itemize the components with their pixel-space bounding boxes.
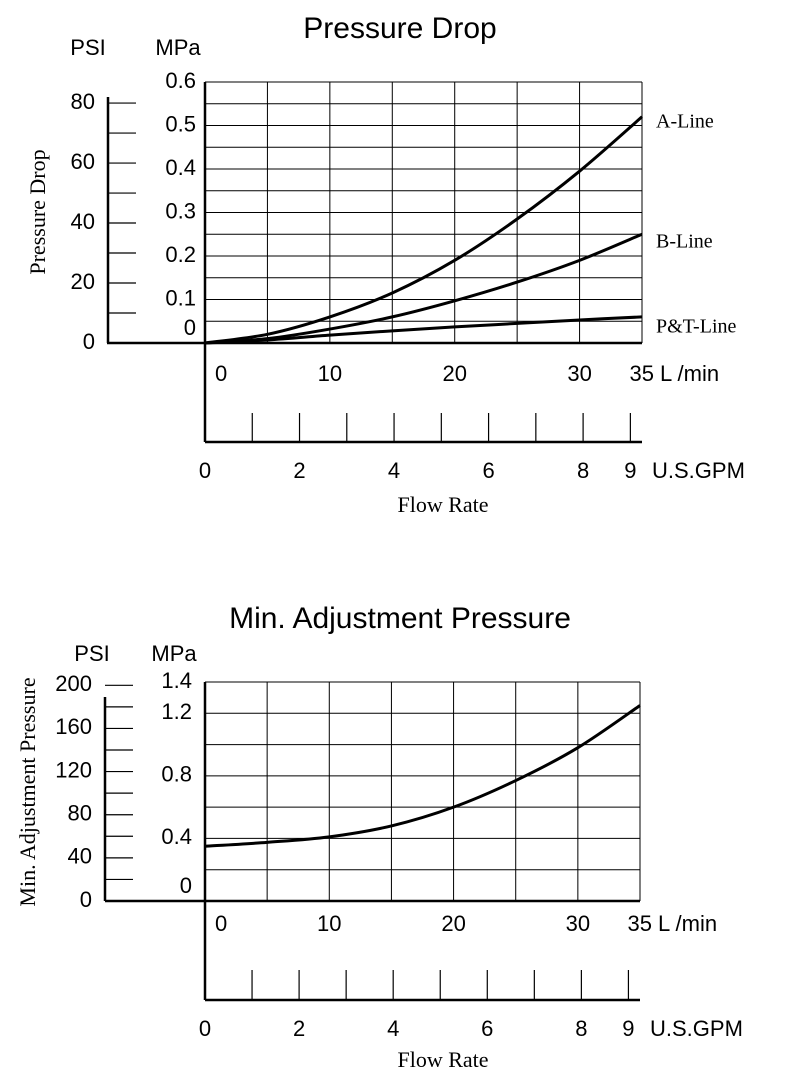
- x-tick-label-lmin: 20: [442, 361, 466, 386]
- y-tick-label-mpa: 0.5: [165, 111, 196, 136]
- x-tick-label-lmin: 0: [215, 911, 227, 936]
- y-tick-label-psi: 60: [71, 149, 95, 174]
- x-tick-label-gpm: 0: [199, 458, 211, 483]
- y-tick-label-psi: 0: [80, 887, 92, 912]
- x-tick-label-lmin: 10: [318, 361, 342, 386]
- x-tick-label-lmin: 35: [628, 911, 652, 936]
- x-tick-label-lmin: 30: [567, 361, 591, 386]
- y-unit-psi: PSI: [74, 641, 109, 666]
- x-tick-label-lmin: 10: [317, 911, 341, 936]
- x-tick-label-gpm: 9: [622, 1016, 634, 1041]
- series-line-b-line: [204, 232, 643, 345]
- y-tick-label-mpa: 0.4: [161, 824, 192, 849]
- y-unit-mpa: MPa: [151, 641, 197, 666]
- y-tick-label-mpa: 0.6: [165, 68, 196, 93]
- x-tick-label-lmin: 20: [441, 911, 465, 936]
- y-tick-label-mpa: 0.1: [165, 285, 196, 310]
- series-label: B-Line: [656, 231, 713, 253]
- x-tick-label-gpm: 8: [577, 458, 589, 483]
- y-tick-label-psi: 40: [71, 209, 95, 234]
- y-tick-label-psi: 20: [71, 269, 95, 294]
- x-unit-lmin: L /min: [660, 361, 719, 386]
- x-tick-label-gpm: 9: [624, 458, 636, 483]
- x-tick-label-lmin: 35: [630, 361, 654, 386]
- series-line-min-adjustment-pressure: [204, 704, 641, 848]
- y-tick-label-mpa: 1.2: [161, 699, 192, 724]
- chart-2: Min. Adjustment Pressure PSI MPa Min. Adjus…: [15, 602, 743, 1072]
- y-tick-label-mpa: 0.4: [165, 155, 196, 180]
- series-line-a-line: [204, 115, 643, 345]
- x-tick-label-gpm: 2: [293, 458, 305, 483]
- y-tick-label-mpa: 1.4: [161, 668, 192, 693]
- x-tick-label-gpm: 2: [293, 1016, 305, 1041]
- x-tick-label-gpm: 8: [575, 1016, 587, 1041]
- y-tick-label-psi: 80: [68, 801, 92, 826]
- x-tick-label-gpm: 4: [387, 1016, 399, 1041]
- x-unit-gpm: U.S.GPM: [650, 1016, 743, 1041]
- x-tick-label-gpm: 6: [482, 458, 494, 483]
- x-tick-label-gpm: 0: [199, 1016, 211, 1041]
- y-tick-label-mpa: 0: [180, 873, 192, 898]
- y-tick-label-mpa: 0: [184, 315, 196, 340]
- x-axis-label: Flow Rate: [397, 492, 488, 517]
- x-unit-gpm: U.S.GPM: [652, 458, 745, 483]
- y-axis-label: Pressure Drop: [25, 149, 50, 274]
- x-tick-label-lmin: 0: [215, 361, 227, 386]
- x-axis-label: Flow Rate: [397, 1047, 488, 1072]
- y-tick-label-psi: 200: [55, 671, 92, 696]
- y-tick-label-psi: 40: [68, 844, 92, 869]
- y-tick-label-psi: 80: [71, 89, 95, 114]
- series-label: P&T-Line: [656, 316, 736, 338]
- x-tick-label-gpm: 6: [481, 1016, 493, 1041]
- chart-1: Pressure Drop PSI MPa Pressure Drop 0 0.1 0.2 0…: [25, 12, 745, 517]
- chart-title: Pressure Drop: [303, 12, 496, 45]
- y-unit-psi: PSI: [70, 35, 105, 60]
- series-line-p-t-line: [204, 315, 643, 345]
- x-tick-label-gpm: 4: [388, 458, 400, 483]
- y-axis-label: Min. Adjustment Pressure: [15, 677, 40, 906]
- x-unit-lmin: L /min: [658, 911, 717, 936]
- y-tick-label-psi: 0: [83, 329, 95, 354]
- y-tick-label-mpa: 0.8: [161, 762, 192, 787]
- series-label: A-Line: [656, 111, 714, 133]
- y-tick-label-psi: 160: [55, 714, 92, 739]
- y-tick-label-mpa: 0.2: [165, 242, 196, 267]
- y-tick-label-psi: 120: [55, 757, 92, 782]
- x-tick-label-lmin: 30: [566, 911, 590, 936]
- y-tick-label-mpa: 0.3: [165, 198, 196, 223]
- y-unit-mpa: MPa: [155, 35, 201, 60]
- chart-title: Min. Adjustment Pressure: [229, 602, 571, 635]
